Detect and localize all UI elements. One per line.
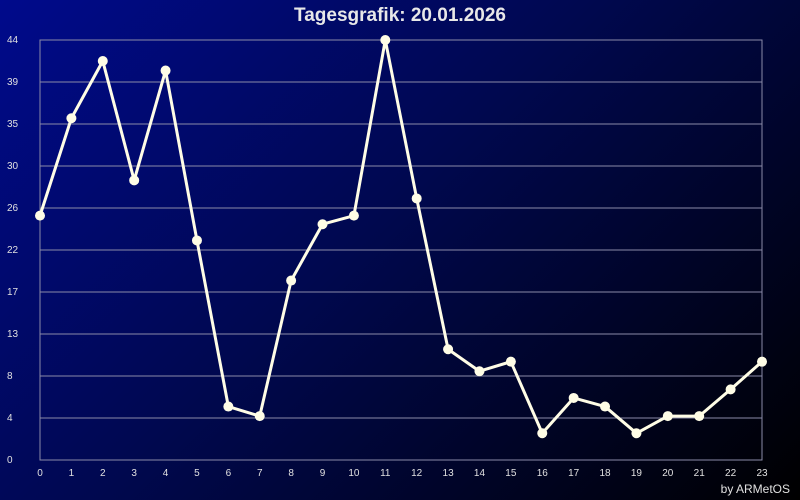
data-point bbox=[317, 219, 328, 230]
x-tick-label: 19 bbox=[631, 468, 643, 479]
y-tick-label: 26 bbox=[7, 203, 19, 214]
x-tick-label: 18 bbox=[599, 468, 611, 479]
data-point bbox=[443, 344, 454, 355]
data-point bbox=[223, 401, 234, 412]
y-tick-label: 4 bbox=[7, 413, 13, 424]
data-point bbox=[725, 384, 736, 395]
data-point bbox=[160, 65, 171, 76]
x-tick-label: 4 bbox=[163, 468, 169, 479]
data-point bbox=[348, 210, 359, 221]
y-tick-label: 8 bbox=[7, 371, 13, 382]
x-tick-label: 10 bbox=[348, 468, 360, 479]
series-line bbox=[38, 38, 763, 435]
y-tick-label: 44 bbox=[7, 35, 19, 46]
data-point bbox=[600, 401, 611, 412]
chart-title: Tagesgrafik: 20.01.2026 bbox=[294, 5, 506, 26]
data-point bbox=[97, 56, 108, 66]
x-tick-label: 16 bbox=[537, 468, 549, 479]
x-tick-label: 6 bbox=[226, 468, 232, 479]
y-tick-label: 39 bbox=[7, 77, 19, 88]
y-tick-label: 30 bbox=[7, 161, 19, 172]
x-tick-label: 7 bbox=[257, 468, 263, 479]
x-tick-label: 3 bbox=[131, 468, 137, 479]
x-tick-label: 12 bbox=[411, 468, 423, 479]
x-tick-label: 0 bbox=[37, 468, 43, 479]
data-point bbox=[254, 411, 265, 422]
x-tick-label: 8 bbox=[288, 468, 294, 479]
data-point bbox=[662, 411, 673, 422]
x-tick-label: 17 bbox=[568, 468, 580, 479]
x-tick-label: 13 bbox=[443, 468, 455, 479]
x-tick-label: 14 bbox=[474, 468, 486, 479]
x-tick-label: 21 bbox=[694, 468, 706, 479]
data-point bbox=[191, 235, 202, 246]
y-tick-label: 0 bbox=[7, 455, 13, 466]
y-tick-label: 17 bbox=[7, 287, 19, 298]
y-tick-label: 35 bbox=[7, 119, 19, 130]
data-point bbox=[411, 193, 422, 204]
x-tick-label: 9 bbox=[320, 468, 326, 479]
y-tick-label: 22 bbox=[7, 245, 19, 256]
x-tick-label: 1 bbox=[69, 468, 75, 479]
x-tick-label: 20 bbox=[662, 468, 674, 479]
data-point bbox=[505, 356, 516, 367]
x-tick-label: 22 bbox=[725, 468, 737, 479]
data-point bbox=[568, 392, 579, 403]
data-point bbox=[380, 35, 391, 45]
data-point bbox=[474, 366, 485, 377]
data-point bbox=[694, 411, 705, 422]
data-point bbox=[35, 210, 45, 221]
y-tick-label: 13 bbox=[7, 329, 19, 340]
x-tick-label: 23 bbox=[756, 468, 768, 479]
data-point bbox=[757, 356, 767, 367]
x-tick-label: 5 bbox=[194, 468, 200, 479]
x-tick-label: 11 bbox=[380, 468, 391, 479]
data-point bbox=[129, 175, 140, 186]
data-point bbox=[537, 428, 548, 439]
data-point bbox=[66, 113, 77, 124]
x-tick-label: 2 bbox=[100, 468, 106, 479]
data-point bbox=[286, 275, 297, 286]
x-tick-label: 15 bbox=[505, 468, 517, 479]
data-point bbox=[631, 428, 642, 439]
credit-text: by ARMetOS bbox=[720, 482, 790, 496]
